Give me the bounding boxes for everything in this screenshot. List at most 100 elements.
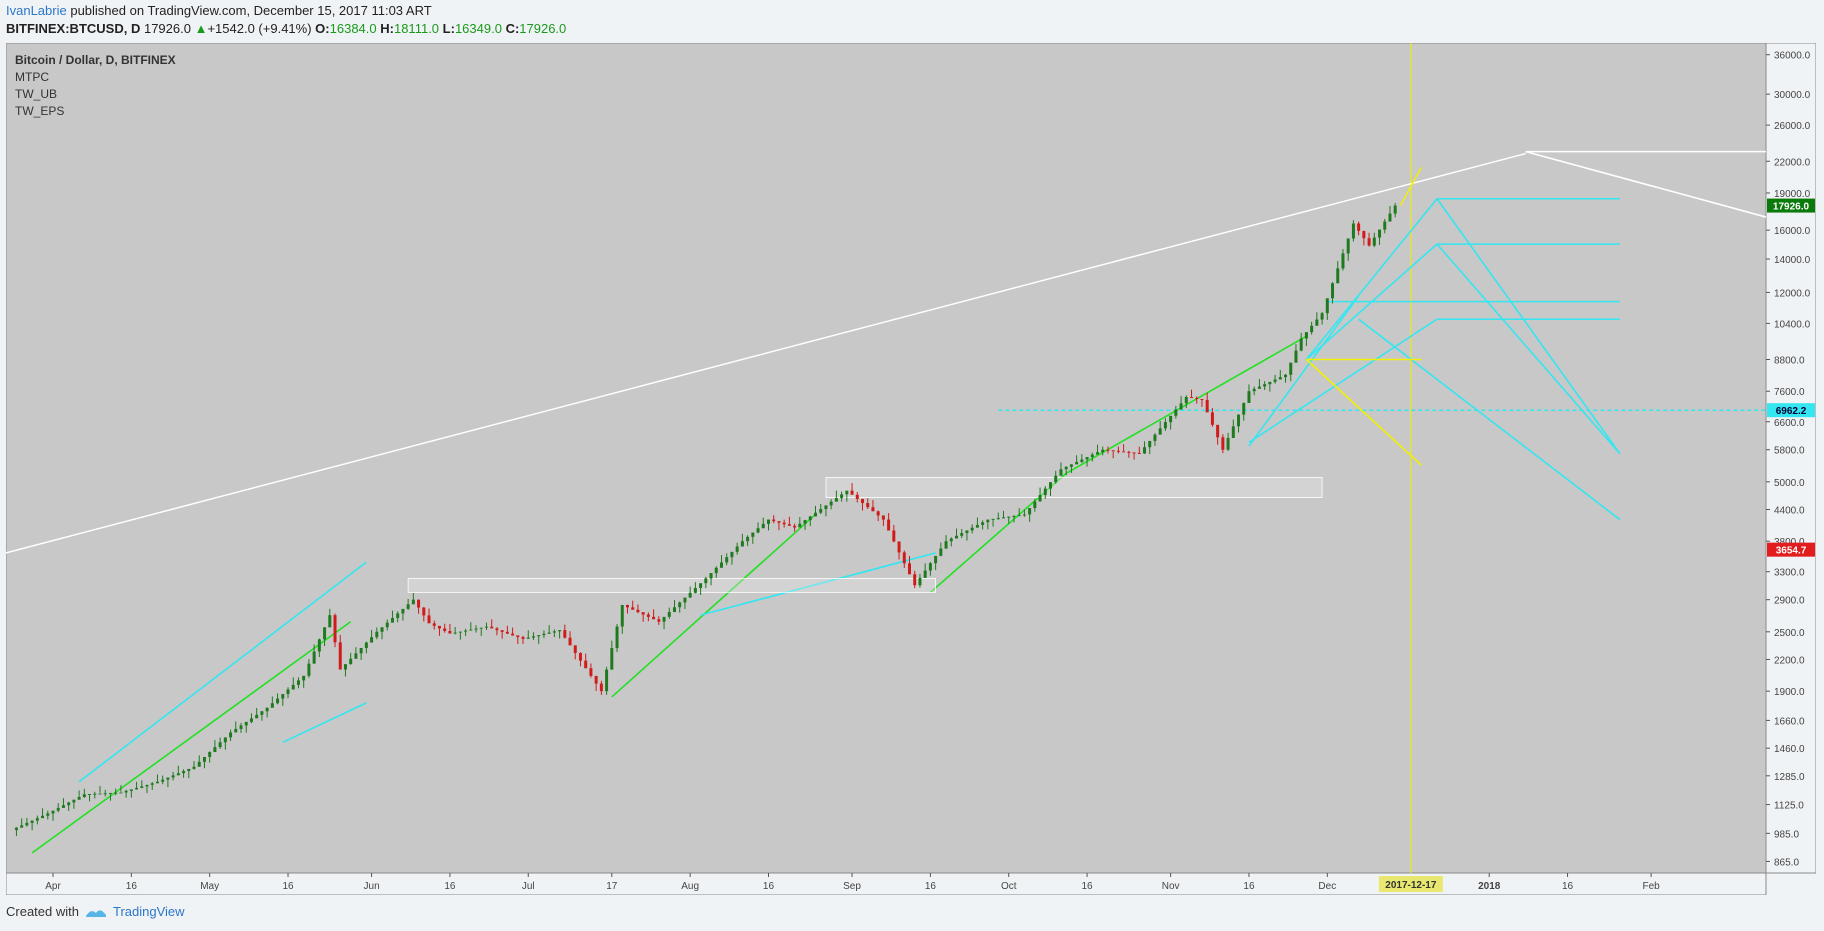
legend-indicator[interactable]: TW_EPS xyxy=(15,104,65,118)
candle-body xyxy=(490,626,494,629)
candle-body xyxy=(1059,469,1063,476)
candle-body xyxy=(725,557,729,563)
candle-body xyxy=(234,728,238,733)
candle-body xyxy=(197,761,201,767)
candle-body xyxy=(14,827,18,831)
candle-body xyxy=(981,522,985,525)
price-chart[interactable]: 36000.0 30000.0 26000.0 22000.0 19000.0 16000… xyxy=(6,43,1816,895)
candle-body xyxy=(1069,464,1073,467)
time-tick-label: 16 xyxy=(1562,881,1574,892)
time-tick-label: 2018 xyxy=(1478,881,1501,892)
candle-body xyxy=(1111,450,1115,452)
candle-body xyxy=(986,519,990,523)
candle-body xyxy=(1378,229,1382,238)
candle-body xyxy=(500,630,504,632)
candle-body xyxy=(923,570,927,578)
candle-body xyxy=(103,793,107,795)
candle-body xyxy=(448,630,452,634)
candle-body xyxy=(960,533,964,536)
trend-line xyxy=(1399,166,1422,206)
green-trend-line xyxy=(929,472,1067,593)
price-tick-label: 4400.0 xyxy=(1774,505,1805,516)
price-badge-label: 17926.0 xyxy=(1773,202,1810,213)
candle-body xyxy=(824,505,828,510)
candle-body xyxy=(511,633,515,636)
candle-body xyxy=(913,574,917,586)
candle-body xyxy=(537,635,541,637)
candle-body xyxy=(855,494,859,499)
cyan-arrow xyxy=(1358,318,1621,521)
candle-body xyxy=(1195,397,1199,399)
candle-body xyxy=(67,802,71,806)
candle-body xyxy=(41,815,45,819)
tradingview-logo-icon xyxy=(85,909,106,917)
cyan-arrow xyxy=(1305,198,1438,361)
candle-body xyxy=(469,629,473,631)
price-tick-label: 2200.0 xyxy=(1774,655,1805,666)
candle-body xyxy=(955,535,959,539)
price-tick-label: 26000.0 xyxy=(1774,121,1811,132)
candle-body xyxy=(573,645,577,653)
candle-body xyxy=(56,807,60,811)
time-tick-label: Feb xyxy=(1642,881,1660,892)
candles-layer xyxy=(14,202,1397,836)
cyan-arrow xyxy=(282,702,367,744)
candle-body xyxy=(1284,374,1288,378)
candle-body xyxy=(1315,319,1319,326)
candle-body xyxy=(735,546,739,552)
tradingview-link[interactable]: TradingView xyxy=(112,904,185,919)
candle-body xyxy=(88,793,92,795)
candle-body xyxy=(396,613,400,619)
candle-body xyxy=(688,592,692,598)
candle-body xyxy=(270,703,274,708)
price-tick-label: 19000.0 xyxy=(1774,189,1811,200)
candle-body xyxy=(77,796,81,800)
candle-body xyxy=(787,524,791,526)
candle-body xyxy=(793,525,797,528)
last-price: 17926.0 xyxy=(143,21,191,36)
candle-body xyxy=(1320,313,1324,320)
legend-indicator[interactable]: MTPC xyxy=(15,70,49,84)
price-tick-label: 3300.0 xyxy=(1774,568,1805,579)
price-tick-label: 7600.0 xyxy=(1774,387,1805,398)
candle-body xyxy=(208,752,212,757)
candle-body xyxy=(1054,475,1058,483)
candle-body xyxy=(1247,391,1251,403)
candle-body xyxy=(866,503,870,508)
price-axis-background[interactable] xyxy=(1765,43,1816,874)
candle-body xyxy=(171,775,175,778)
candle-body xyxy=(693,588,697,593)
candle-body xyxy=(406,604,410,609)
low-label: L: xyxy=(442,21,455,36)
candle-body xyxy=(1257,386,1261,389)
price-tick-label: 1285.0 xyxy=(1774,772,1805,783)
candle-body xyxy=(939,548,943,556)
candle-body xyxy=(443,628,447,631)
candle-body xyxy=(1231,426,1235,439)
candle-body xyxy=(756,528,760,533)
candle-body xyxy=(652,616,656,620)
time-tick-label: 16 xyxy=(126,881,138,892)
candle-body xyxy=(646,614,650,617)
resistance-zone xyxy=(407,577,937,593)
candle-body xyxy=(636,609,640,613)
candle-body xyxy=(1106,449,1110,451)
candle-body xyxy=(349,658,353,665)
candle-body xyxy=(871,507,875,512)
candle-body xyxy=(380,627,384,632)
author-link[interactable]: IvanLabrie xyxy=(6,3,67,18)
candle-body xyxy=(1205,399,1209,413)
candle-body xyxy=(829,501,833,506)
time-axis-background[interactable] xyxy=(6,872,1767,895)
candle-body xyxy=(834,498,838,502)
candle-body xyxy=(897,541,901,553)
legend-indicator[interactable]: TW_UB xyxy=(15,87,57,101)
price-tick-label: 1900.0 xyxy=(1774,687,1805,698)
candle-body xyxy=(182,771,186,774)
price-tick-label: 1660.0 xyxy=(1774,716,1805,727)
price-tick-label: 2900.0 xyxy=(1774,596,1805,607)
candle-body xyxy=(558,630,562,632)
candle-body xyxy=(1179,403,1183,410)
candle-body xyxy=(719,562,723,568)
candle-body xyxy=(887,519,891,531)
